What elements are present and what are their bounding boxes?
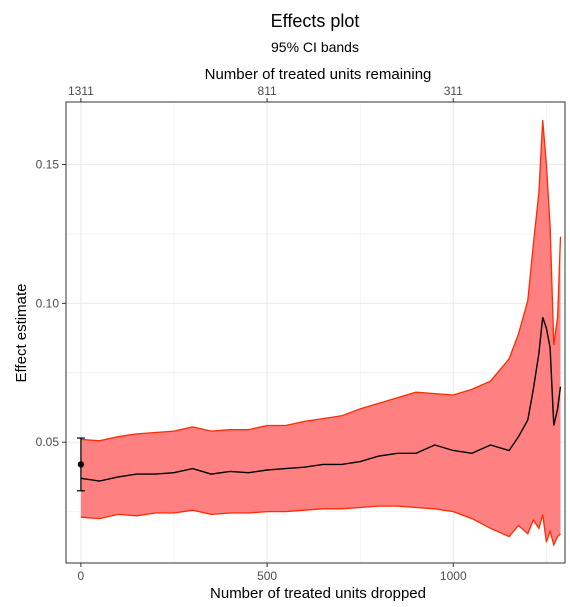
ci-lower-line: [80, 505, 561, 547]
top-axis-title: Number of treated units remaining: [205, 66, 432, 83]
y-tick-label: 0.15: [36, 157, 60, 171]
top-tick-label: 811: [258, 84, 277, 98]
y-tick-label: 0.05: [36, 435, 60, 449]
chart-title: Effects plot: [271, 11, 360, 31]
chart-subtitle: 95% CI bands: [271, 39, 359, 55]
x-tick-label: 1000: [440, 569, 467, 583]
x-axis-title: Number of treated units dropped: [210, 585, 426, 602]
ci-band: [80, 120, 561, 545]
plot-area: 0 500 1000 1311 811 311 0.05 0.10 0.15: [36, 84, 566, 583]
x-tick-label: 0: [78, 569, 85, 583]
top-tick-label: 1311: [68, 84, 94, 98]
estimate-line: [80, 316, 562, 482]
x-tick-label: 500: [257, 569, 277, 583]
panel-border: [65, 101, 566, 564]
y-axis-title: Effect estimate: [13, 284, 30, 383]
y-tick-label: 0.10: [36, 296, 60, 310]
initial-estimate-point: [77, 461, 85, 468]
top-tick-label: 311: [444, 84, 463, 98]
ci-upper-line: [80, 120, 562, 442]
